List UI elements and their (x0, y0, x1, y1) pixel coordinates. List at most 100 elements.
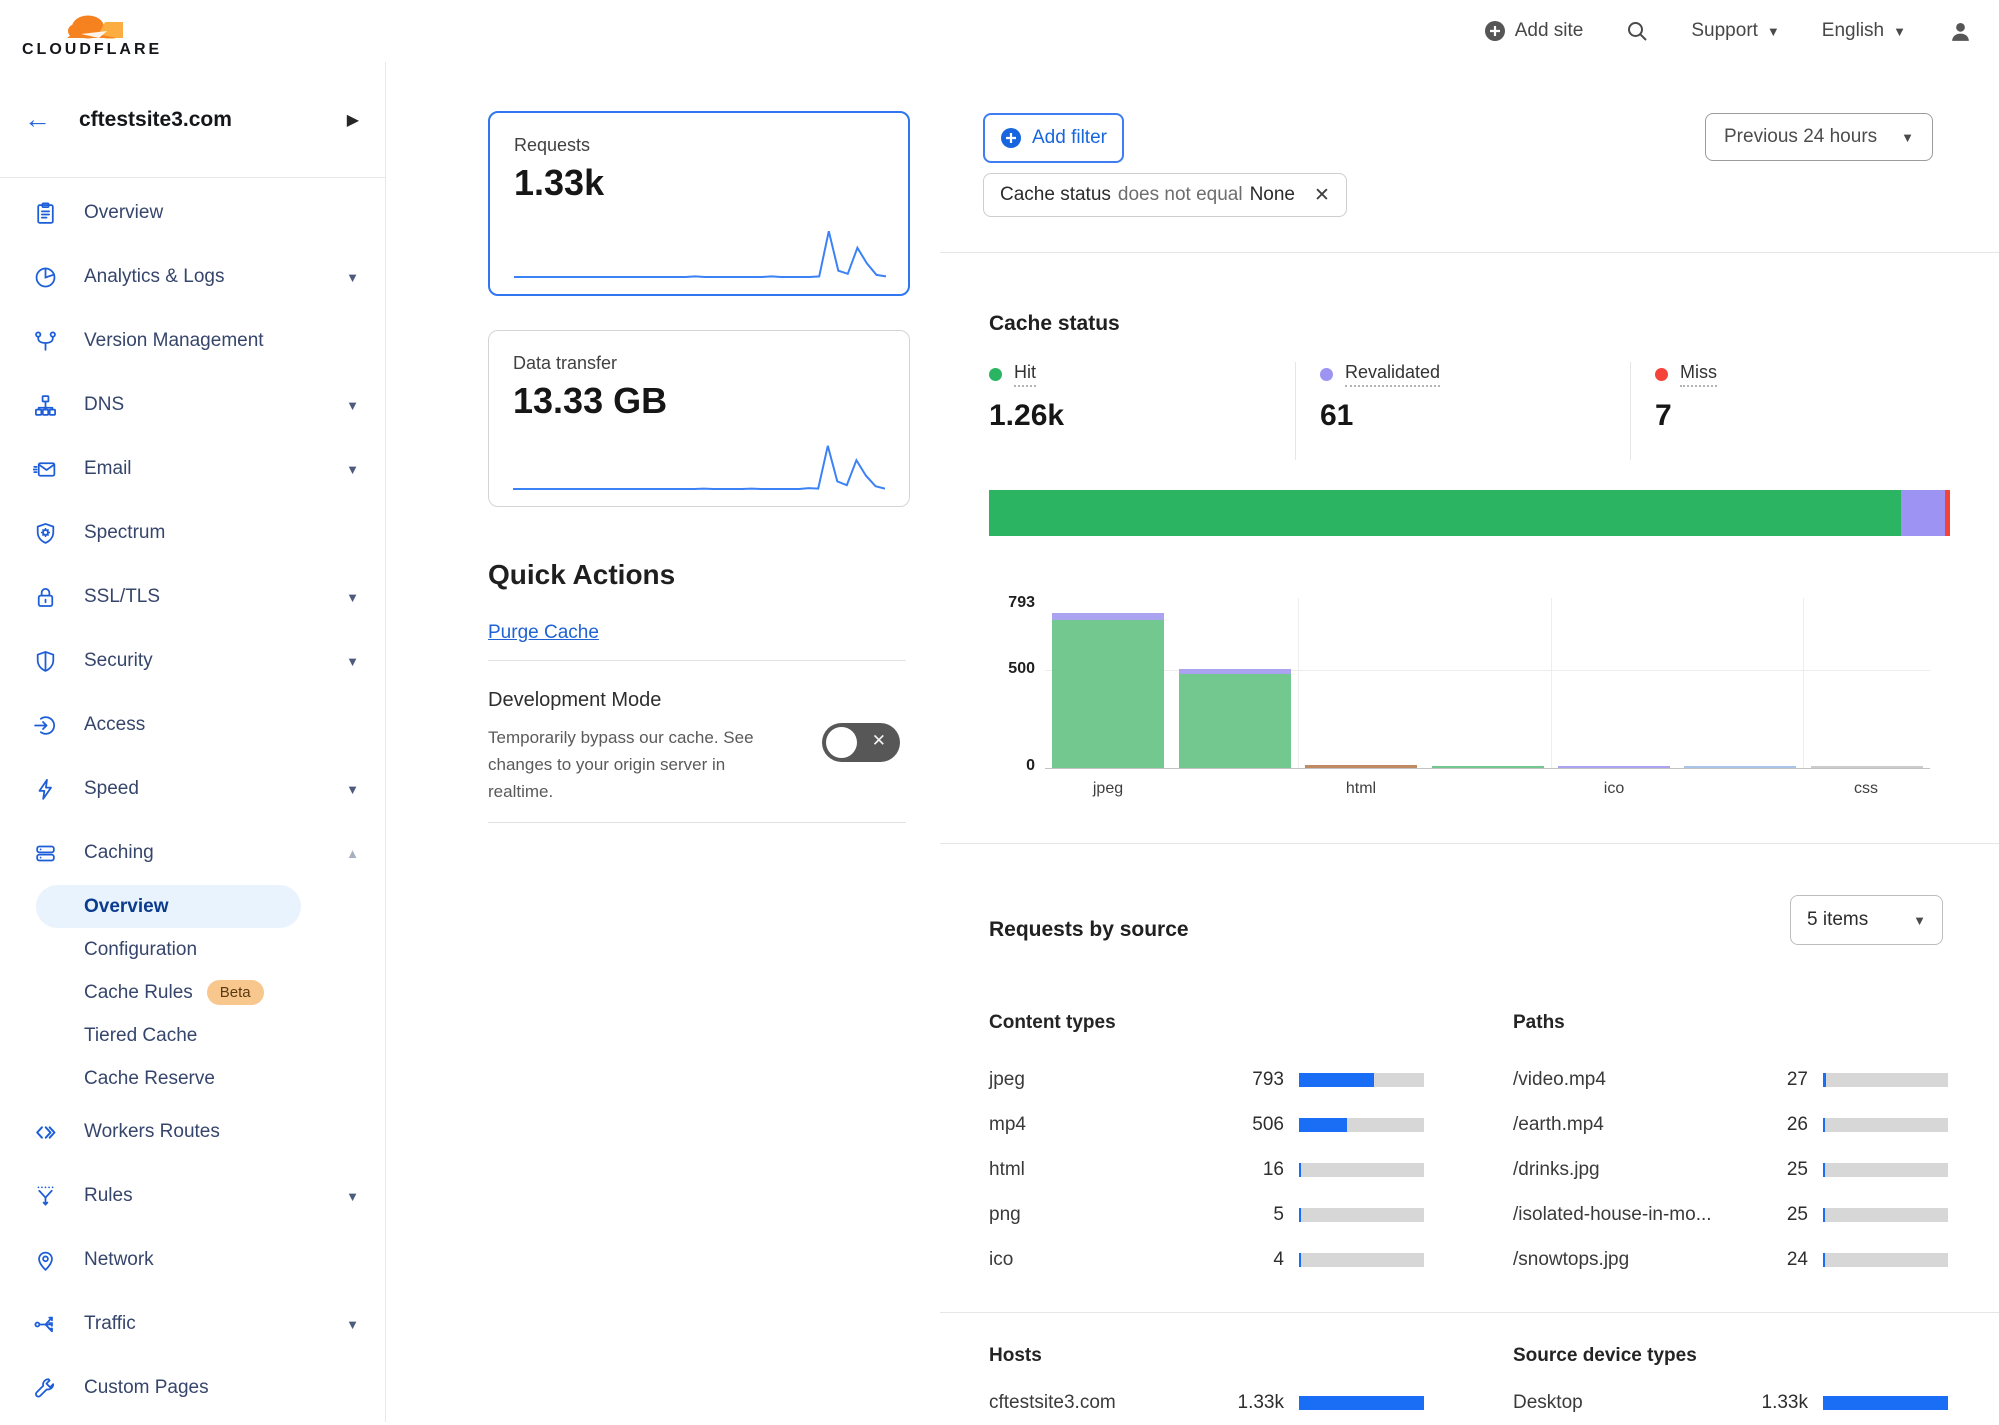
source-device-types-heading: Source device types (1513, 1345, 1697, 1366)
y-axis-tick: 500 (1008, 660, 1035, 677)
sidebar-subitem-cache-reserve[interactable]: Cache Reserve (84, 1067, 215, 1089)
table-row[interactable]: /video.mp4 27 (1513, 1057, 1948, 1102)
shield-icon (33, 648, 59, 674)
chevron-down-icon: ▼ (346, 781, 359, 797)
sidebar-subitem-caching-overview[interactable]: Overview (36, 885, 301, 928)
value-bar (1299, 1252, 1424, 1267)
sidebar-item-ssl-tls[interactable]: SSL/TLS ▼ (0, 565, 385, 629)
sidebar-item-analytics-logs[interactable]: Analytics & Logs ▼ (0, 245, 385, 309)
chevron-down-icon: ▼ (1901, 129, 1914, 145)
site-header: ← cftestsite3.com ▶ (0, 62, 385, 178)
value-bar (1299, 1162, 1424, 1177)
login-arrow-icon (33, 712, 59, 738)
chart-bar (1178, 669, 1291, 768)
site-name: cftestsite3.com (79, 107, 232, 131)
hit-value: 1.26k (989, 399, 1065, 432)
funnel-icon (33, 1183, 59, 1209)
plus-circle-icon (1001, 128, 1021, 148)
table-row[interactable]: /snowtops.jpg 24 (1513, 1237, 1948, 1282)
x-axis (1045, 768, 1930, 769)
add-site-button[interactable]: Add site (1484, 20, 1583, 42)
sidebar-item-spectrum[interactable]: Spectrum (0, 501, 385, 565)
x-axis-label: jpeg (1092, 780, 1124, 797)
sidebar-item-dns[interactable]: DNS ▼ (0, 373, 385, 437)
data-transfer-sparkline (513, 445, 885, 490)
sidebar-item-network[interactable]: Network (0, 1228, 385, 1292)
top-header: CLOUDFLARE Add site Support ▼ English ▼ (0, 0, 1999, 62)
value-bar (1299, 1117, 1424, 1132)
paths-table: /video.mp4 27 /earth.mp4 26 /drinks.jpg … (1513, 1057, 1948, 1282)
time-range-dropdown[interactable]: Previous 24 hours ▼ (1705, 113, 1933, 161)
cloudflare-cloud-icon (63, 15, 124, 40)
search-icon (1628, 22, 1648, 41)
value-bar (1823, 1252, 1948, 1267)
clipboard-icon (33, 200, 59, 226)
metrics-column: Requests 1.33k Data transfer 13.33 GB Qu… (386, 62, 940, 1422)
chevron-down-icon: ▼ (346, 653, 359, 669)
table-row[interactable]: cftestsite3.com 1.33k (989, 1380, 1424, 1425)
data-transfer-card-value: 13.33 GB (513, 380, 668, 421)
remove-filter-icon[interactable]: ✕ (1314, 184, 1330, 206)
sidebar-item-caching[interactable]: Caching ▲ (0, 821, 385, 885)
requests-card-label: Requests (514, 135, 591, 155)
table-row[interactable]: Desktop 1.33k (1513, 1380, 1948, 1425)
revalidated-label[interactable]: Revalidated (1345, 362, 1441, 387)
chart-bar (1684, 766, 1797, 768)
sidebar-item-workers-routes[interactable]: Workers Routes (0, 1100, 385, 1164)
sidebar-item-security[interactable]: Security ▼ (0, 629, 385, 693)
toggle-off-x-icon: ✕ (871, 731, 886, 750)
sidebar-subitem-configuration[interactable]: Configuration (84, 938, 198, 960)
x-axis-label: ico (1603, 780, 1625, 797)
sidebar-item-overview[interactable]: Overview (0, 181, 385, 245)
development-mode-toggle[interactable]: ✕ (822, 723, 900, 762)
items-count-dropdown[interactable]: 5 items ▼ (1790, 895, 1943, 945)
sidebar-item-speed[interactable]: Speed ▼ (0, 757, 385, 821)
sidebar-item-access[interactable]: Access (0, 693, 385, 757)
pie-chart-icon (33, 264, 59, 290)
hit-label[interactable]: Hit (1014, 362, 1036, 387)
table-row[interactable]: jpeg 793 (989, 1057, 1424, 1102)
sidebar-item-rules[interactable]: Rules ▼ (0, 1164, 385, 1228)
divider (940, 843, 1999, 844)
sidebar-item-email[interactable]: Email ▼ (0, 437, 385, 501)
lightning-icon (33, 776, 59, 802)
cache-status-title: Cache status (989, 312, 1120, 335)
back-arrow-icon[interactable]: ← (24, 104, 51, 134)
table-row[interactable]: mp4 506 (989, 1102, 1424, 1147)
table-row[interactable]: /isolated-house-in-mo... 25 (1513, 1192, 1948, 1237)
data-transfer-metric-card[interactable]: Data transfer 13.33 GB (488, 330, 910, 507)
sidebar-item-version-management[interactable]: Version Management (0, 309, 385, 373)
chart-bar-ico (1557, 766, 1670, 768)
filter-operator: does not equal (1117, 184, 1243, 205)
chevron-down-icon: ▼ (346, 461, 359, 477)
purge-cache-link[interactable]: Purge Cache (488, 622, 599, 643)
site-expand-icon[interactable]: ▶ (346, 111, 359, 129)
miss-label[interactable]: Miss (1680, 362, 1717, 387)
stat-hit: Hit 1.26k (989, 362, 1269, 433)
language-menu[interactable]: English ▼ (1821, 20, 1906, 41)
sidebar-subitem-tiered-cache[interactable]: Tiered Cache (84, 1024, 198, 1046)
table-row[interactable]: html 16 (989, 1147, 1424, 1192)
value-bar (1823, 1395, 1948, 1410)
support-menu[interactable]: Support ▼ (1691, 20, 1780, 41)
stacked-segment-miss (1944, 490, 1950, 536)
sidebar-nav: Overview Analytics & Logs ▼ Version Mana… (0, 178, 385, 1420)
user-icon (1952, 22, 1969, 41)
sidebar-subitem-cache-rules[interactable]: Cache Rules Beta (36, 971, 301, 1014)
table-row[interactable]: /drinks.jpg 25 (1513, 1147, 1948, 1192)
requests-metric-card[interactable]: Requests 1.33k (488, 111, 910, 296)
cache-status-stacked-bar (989, 490, 1950, 536)
active-filter-chip[interactable]: Cache status does not equal None ✕ (983, 173, 1347, 217)
table-row[interactable]: ico 4 (989, 1237, 1424, 1282)
content-types-heading: Content types (989, 1012, 1116, 1033)
table-row[interactable]: /earth.mp4 26 (1513, 1102, 1948, 1147)
sidebar-item-custom-pages[interactable]: Custom Pages (0, 1356, 385, 1420)
requests-card-value: 1.33k (514, 162, 605, 203)
gridline (1803, 598, 1804, 768)
table-row[interactable]: png 5 (989, 1192, 1424, 1237)
add-filter-button[interactable]: Add filter (983, 113, 1124, 163)
sidebar-item-traffic[interactable]: Traffic ▼ (0, 1292, 385, 1356)
search-button[interactable] (1625, 19, 1649, 43)
code-brackets-icon (33, 1119, 59, 1145)
user-menu[interactable] (1948, 19, 1973, 44)
